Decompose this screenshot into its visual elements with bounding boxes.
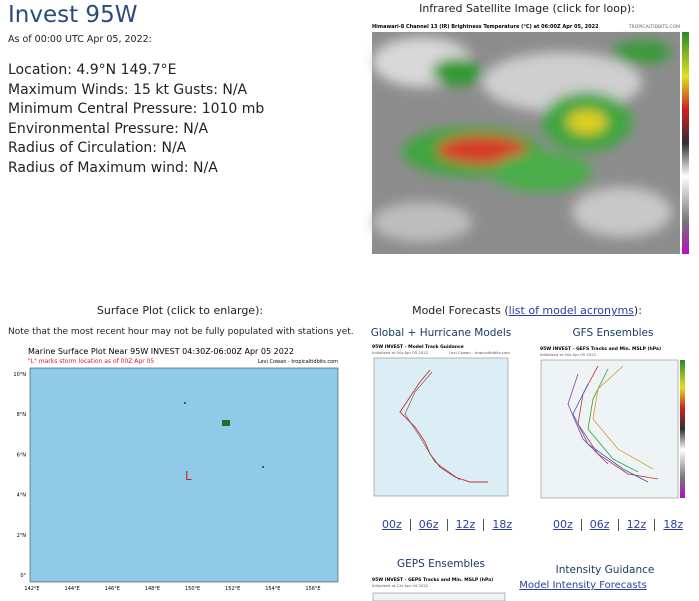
global-image[interactable]: 95W INVEST - Model Track Guidance Initia… xyxy=(370,342,513,503)
detail-line: Maximum Winds: 15 kt Gusts: N/A xyxy=(8,81,248,98)
heading-text: Model Forecasts ( xyxy=(412,304,509,317)
global-links: 00z 06z 12z 18z xyxy=(382,518,512,531)
track xyxy=(404,371,461,481)
separator xyxy=(446,518,448,531)
x-axis-label: 148°E xyxy=(145,586,160,592)
station xyxy=(184,402,186,404)
storm-marker: L xyxy=(185,469,192,483)
run-link[interactable]: 18z xyxy=(492,518,513,531)
station xyxy=(262,466,264,468)
x-axis-label: 142°E xyxy=(24,586,39,592)
image-title: 95W INVEST - GEFS Tracks and Min. MSLP (… xyxy=(540,346,661,352)
detail-line: Minimum Central Pressure: 1010 mb xyxy=(8,101,265,117)
detail-line: Location: 4.9°N 149.7°E xyxy=(8,62,177,78)
image-title: Himawari-8 Channel 13 (IR) Brightness Te… xyxy=(372,24,599,30)
surface-plot[interactable]: Marine Surface Plot Near 95W INVEST 04:3… xyxy=(8,345,343,601)
surface-heading: Surface Plot (click to enlarge): xyxy=(96,304,264,317)
separator xyxy=(483,518,485,531)
run-link[interactable]: 12z xyxy=(455,518,476,531)
map-area xyxy=(372,592,506,601)
plot-title: Marine Surface Plot Near 95W INVEST 04:3… xyxy=(28,347,294,356)
gfs-heading: GFS Ensembles xyxy=(572,327,654,339)
cloud-field xyxy=(372,37,672,242)
detail-line: Radius of Circulation: N/A xyxy=(8,140,187,156)
detail-line: Environmental Pressure: N/A xyxy=(8,120,209,137)
map-area xyxy=(540,359,679,499)
map-area xyxy=(29,367,339,583)
as-of: As of 00:00 UTC Apr 05, 2022: xyxy=(8,34,152,45)
x-axis-label: 152°E xyxy=(225,586,240,592)
run-link[interactable]: 00z xyxy=(553,518,573,531)
y-axis-label: 2°N xyxy=(17,533,27,539)
image-credit: Levi Cowan - tropicaltidbits.com xyxy=(449,350,510,355)
y-axis-label: 0° xyxy=(20,573,26,579)
storm-details: Location: 4.9°N 149.7°E Maximum Winds: 15… xyxy=(8,61,264,178)
track xyxy=(399,369,488,483)
separator xyxy=(654,518,656,531)
x-axis-label: 146°E xyxy=(105,586,120,592)
y-axis-label: 10°N xyxy=(13,372,26,378)
run-link[interactable]: 18z xyxy=(663,518,684,531)
plot-subtitle: "L" marks storm location as of 00Z Apr 0… xyxy=(28,358,154,365)
surface-note: Note that the most recent hour may not b… xyxy=(8,327,354,337)
image-title: 95W INVEST - GEPS Tracks and Min. MSLP (… xyxy=(372,577,493,583)
run-link[interactable]: 12z xyxy=(626,518,647,531)
intensity-heading: Intensity Guidance xyxy=(555,564,655,576)
y-axis-label: 6°N xyxy=(17,452,27,458)
run-link[interactable]: 00z xyxy=(382,518,402,531)
image-subtitle: Initialized at 12z Apr 04 2022 xyxy=(372,583,429,588)
acronyms-link[interactable]: list of model acronyms xyxy=(508,304,634,317)
separator xyxy=(617,518,619,531)
separator xyxy=(580,518,582,531)
models-heading: Model Forecasts (list of model acronyms)… xyxy=(412,304,642,317)
geps-image[interactable]: 95W INVEST - GEPS Tracks and Min. MSLP (… xyxy=(370,575,513,601)
image-title: 95W INVEST - Model Track Guidance xyxy=(372,344,464,350)
x-axis-label: 144°E xyxy=(65,586,80,592)
image-subtitle: Initialized at 00z Apr 05 2022 xyxy=(372,350,429,355)
colorbar xyxy=(680,360,685,498)
ensemble-tracks xyxy=(567,365,659,483)
geps-heading: GEPS Ensembles xyxy=(396,558,486,570)
heading-text: ): xyxy=(633,304,642,317)
run-link[interactable]: 06z xyxy=(589,518,610,531)
run-link[interactable]: 06z xyxy=(418,518,439,531)
x-axis-label: 154°E xyxy=(265,586,280,592)
y-axis-label: 4°N xyxy=(17,493,27,499)
x-axis-label: 150°E xyxy=(185,586,200,592)
station xyxy=(222,420,230,426)
gfs-links: 00z 06z 12z 18z xyxy=(553,518,683,531)
intensity-link[interactable]: Model Intensity Forecasts xyxy=(519,580,647,591)
satellite-heading: Infrared Satellite Image (click for loop… xyxy=(419,2,635,15)
storm-title: Invest 95W xyxy=(8,2,138,28)
y-axis-label: 8°N xyxy=(17,412,27,418)
image-subtitle: Initialized at 00z Apr 05 2022 xyxy=(540,352,597,357)
detail-line: Radius of Maximum wind: N/A xyxy=(8,159,218,176)
separator xyxy=(409,518,411,531)
satellite-image[interactable]: Himawari-8 Channel 13 (IR) Brightness Te… xyxy=(362,22,692,260)
plot-credit: Levi Cowan - tropicaltidbits.com xyxy=(258,359,338,365)
map-area xyxy=(373,357,509,497)
colorbar xyxy=(682,32,689,254)
gfs-image[interactable]: 95W INVEST - GEFS Tracks and Min. MSLP (… xyxy=(538,344,688,503)
global-heading: Global + Hurricane Models xyxy=(370,327,512,339)
image-credit: TROPICALTIDBITS.COM xyxy=(628,24,680,30)
x-axis-label: 156°E xyxy=(305,586,320,592)
